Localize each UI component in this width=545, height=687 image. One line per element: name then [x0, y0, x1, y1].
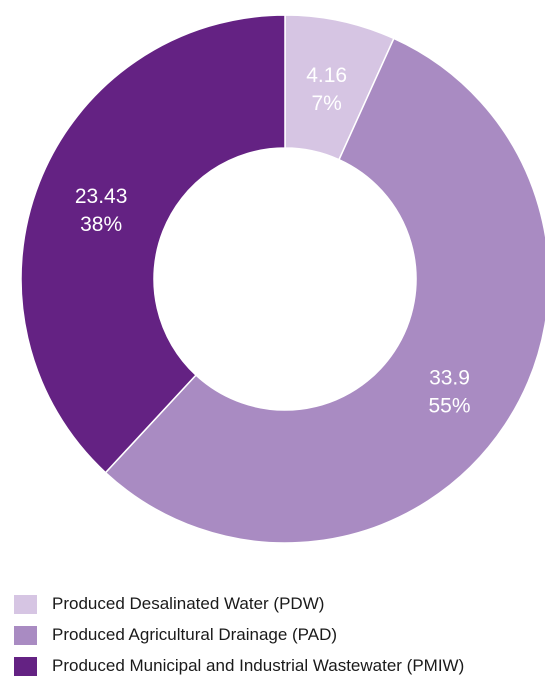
slice-label-pdw: 4.16 7%	[306, 64, 347, 115]
slice-percent-pdw: 7%	[311, 92, 341, 115]
legend-item-pmiw: Produced Municipal and Industrial Wastew…	[14, 656, 464, 676]
slice-pmiw	[20, 14, 286, 474]
slice-percent-pmiw: 38%	[80, 213, 122, 236]
legend-item-pad: Produced Agricultural Drainage (PAD)	[14, 625, 464, 645]
legend-item-pdw: Produced Desalinated Water (PDW)	[14, 594, 464, 614]
slice-value-pmiw: 23.43	[75, 185, 128, 208]
legend-label-pdw: Produced Desalinated Water (PDW)	[52, 594, 325, 613]
legend: Produced Desalinated Water (PDW) Produce…	[14, 594, 464, 687]
slice-labels: 4.16 7% 33.9 55% 23.43 38%	[75, 64, 471, 417]
slice-label-pmiw: 23.43 38%	[75, 185, 128, 236]
donut-slices	[20, 14, 545, 544]
slice-value-pad: 33.9	[429, 366, 470, 389]
slice-pad	[104, 37, 545, 544]
legend-label-pmiw: Produced Municipal and Industrial Wastew…	[52, 656, 465, 675]
donut-chart: 4.16 7% 33.9 55% 23.43 38%	[20, 14, 545, 544]
legend-swatch-pad	[14, 625, 37, 645]
slice-label-pad: 33.9 55%	[429, 366, 471, 417]
legend-swatch-pdw	[14, 594, 37, 614]
slice-percent-pad: 55%	[429, 394, 471, 417]
legend-swatch-pmiw	[14, 656, 37, 676]
slice-value-pdw: 4.16	[306, 64, 347, 87]
legend-label-pad: Produced Agricultural Drainage (PAD)	[52, 625, 338, 644]
